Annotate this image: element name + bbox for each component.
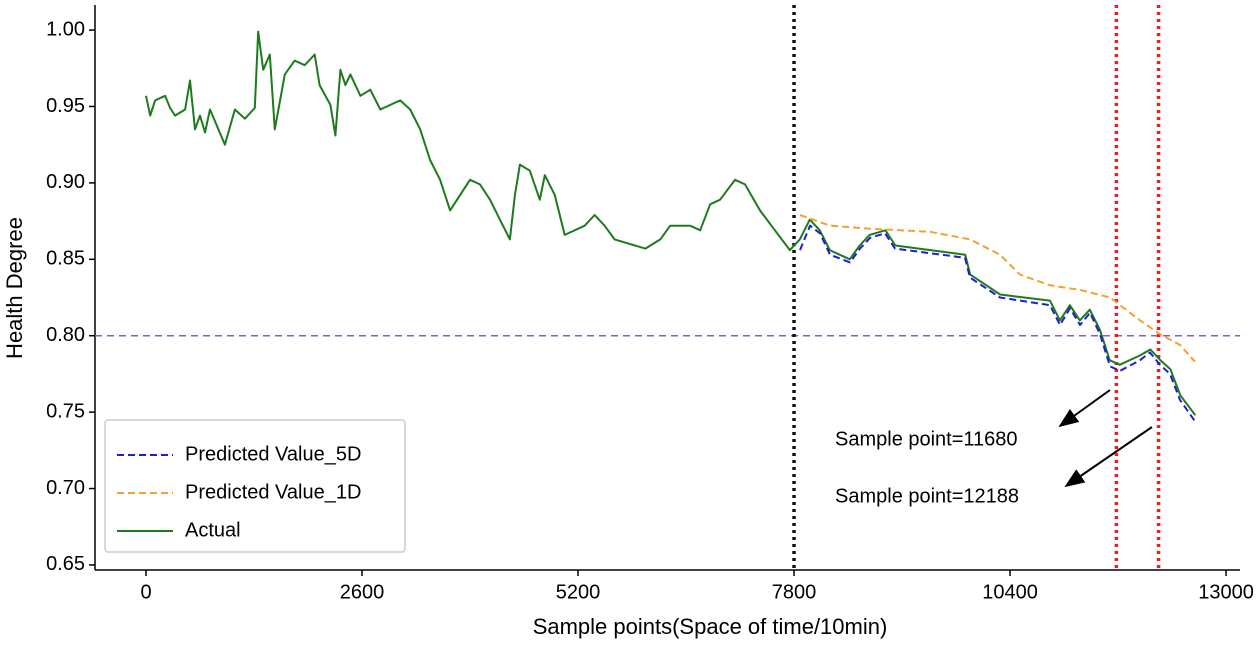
- legend-label: Actual: [185, 519, 241, 541]
- y-tick-label: 0.80: [46, 324, 85, 346]
- x-tick-label: 13000: [1198, 581, 1254, 603]
- series-line: [799, 224, 1196, 422]
- legend-label: Predicted Value_5D: [185, 443, 361, 465]
- y-tick-label: 0.90: [46, 171, 85, 193]
- x-tick-label: 5200: [556, 581, 601, 603]
- legend-box: [104, 419, 406, 553]
- x-tick-label: 10400: [982, 581, 1038, 603]
- annotation: Sample point=11680: [835, 428, 1018, 450]
- y-tick-label: 1.00: [46, 18, 85, 40]
- legend-label: Predicted Value_1D: [185, 481, 361, 503]
- y-tick-label: 0.65: [46, 553, 85, 575]
- y-tick-label: 0.70: [46, 477, 85, 499]
- x-tick-label: 7800: [772, 581, 817, 603]
- x-axis-label: Sample points(Space of time/10min): [533, 614, 888, 639]
- series-line: [145, 30, 1197, 416]
- x-tick-label: 2600: [340, 581, 385, 603]
- y-tick-label: 0.85: [46, 248, 85, 270]
- series-line: [799, 214, 1196, 363]
- arrow: [1064, 426, 1153, 488]
- annotation: Sample point=12188: [835, 485, 1019, 507]
- y-axis-label: Health Degree: [2, 217, 27, 359]
- x-tick-label: 0: [140, 581, 151, 603]
- arrow: [1058, 389, 1111, 428]
- y-tick-label: 0.95: [46, 95, 85, 117]
- y-tick-label: 0.75: [46, 400, 85, 422]
